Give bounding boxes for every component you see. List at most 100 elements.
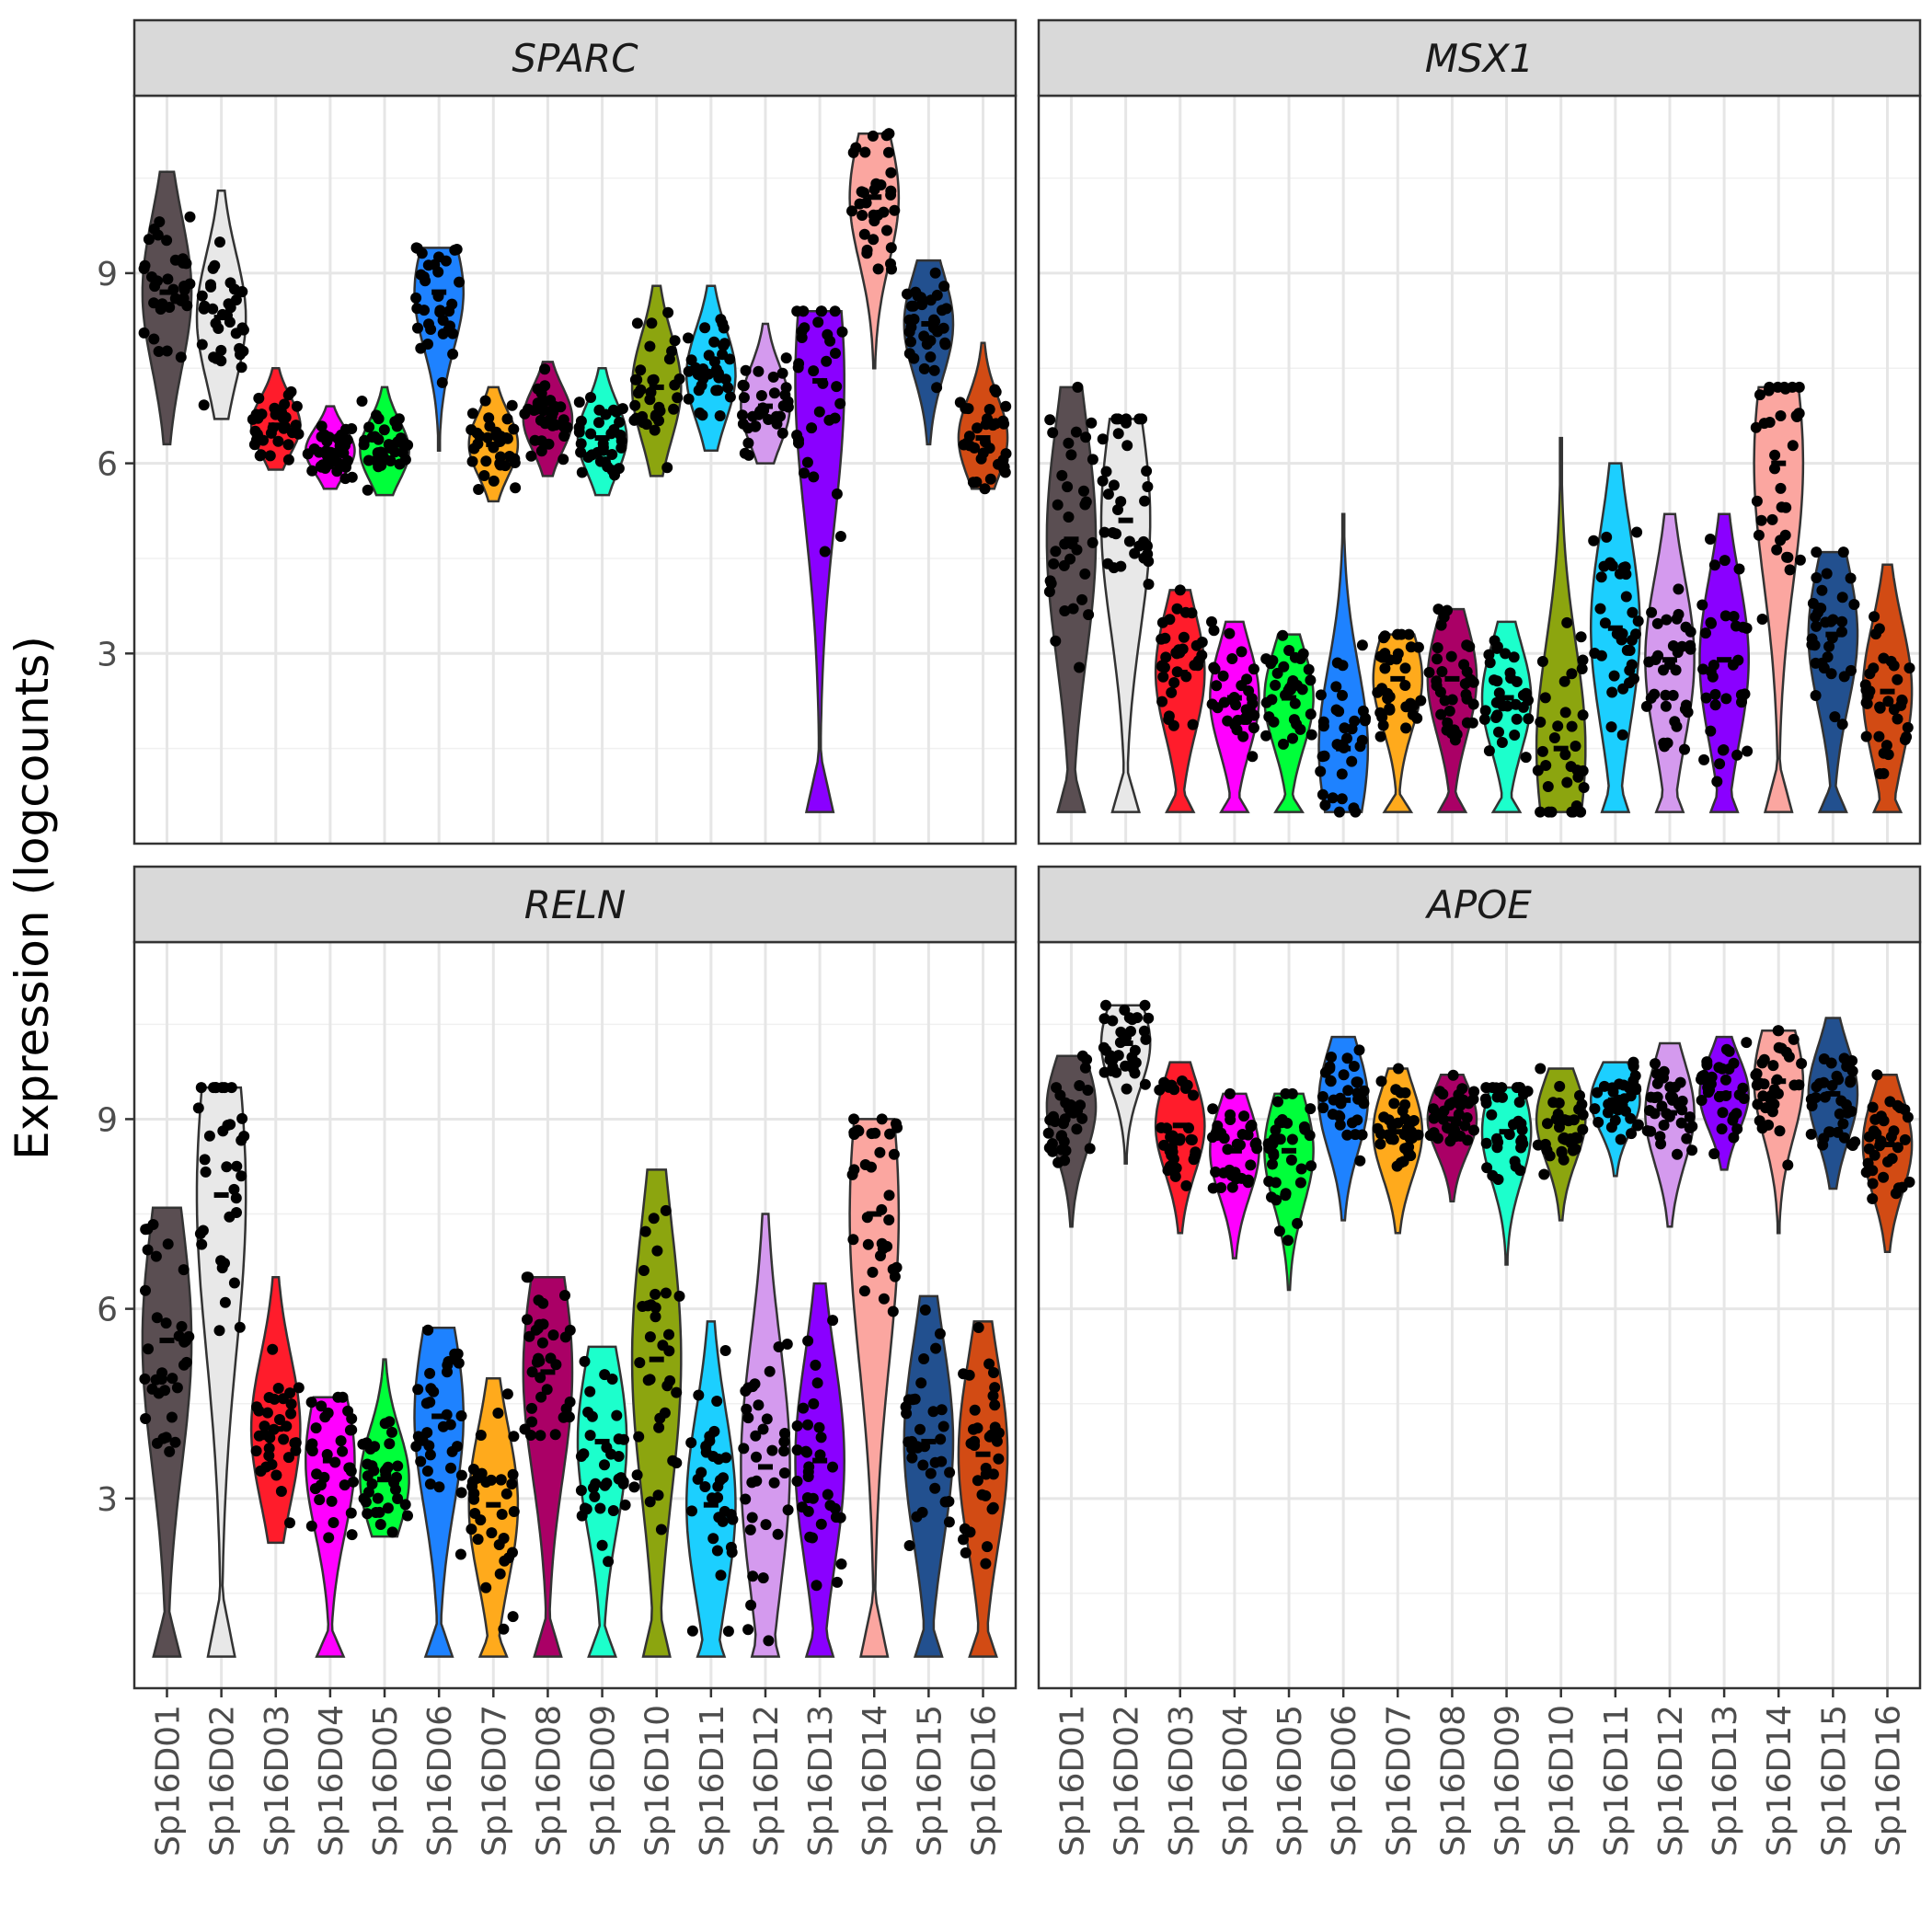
data-point xyxy=(1536,656,1548,667)
data-point xyxy=(858,1285,870,1297)
data-point xyxy=(1412,641,1424,653)
data-point xyxy=(1661,614,1673,626)
data-point xyxy=(1867,1165,1879,1177)
data-point xyxy=(532,397,544,409)
data-point xyxy=(740,1493,752,1505)
data-point xyxy=(1523,695,1534,707)
data-point xyxy=(549,1429,561,1441)
data-point xyxy=(609,469,620,481)
data-point xyxy=(1558,675,1570,687)
data-point xyxy=(969,1404,981,1416)
data-point xyxy=(1467,676,1479,688)
data-point xyxy=(1107,1015,1119,1027)
data-point xyxy=(1247,751,1259,763)
data-point xyxy=(918,362,930,374)
data-point xyxy=(722,1626,734,1638)
data-point xyxy=(799,467,810,479)
data-point xyxy=(1112,428,1124,440)
data-point xyxy=(1512,1115,1524,1127)
data-point xyxy=(815,1432,827,1443)
data-point xyxy=(862,1238,874,1250)
data-point xyxy=(669,335,681,347)
data-point xyxy=(1337,689,1348,701)
data-point xyxy=(655,1524,667,1535)
x-tick-label: Sp16D03 xyxy=(1163,1705,1201,1857)
data-point xyxy=(1339,722,1351,734)
data-point xyxy=(1755,514,1767,526)
data-point xyxy=(925,351,937,362)
data-point xyxy=(558,431,570,442)
data-point xyxy=(753,1399,765,1411)
data-point xyxy=(356,396,368,407)
data-point xyxy=(1605,721,1617,733)
data-point xyxy=(1646,606,1658,618)
data-point xyxy=(1392,1117,1404,1129)
data-point xyxy=(509,457,521,468)
data-point xyxy=(1483,649,1495,661)
data-point xyxy=(446,298,458,310)
data-point xyxy=(791,1476,803,1487)
data-point xyxy=(1341,1129,1353,1141)
data-point xyxy=(740,1386,752,1397)
data-point xyxy=(151,1312,163,1324)
data-point xyxy=(338,447,350,459)
data-point xyxy=(1751,495,1763,507)
data-point xyxy=(1285,1154,1297,1166)
data-point xyxy=(1621,644,1633,656)
data-point xyxy=(1065,449,1077,461)
data-point xyxy=(822,1489,834,1501)
data-point xyxy=(1888,660,1900,672)
data-point xyxy=(903,348,915,360)
data-point xyxy=(652,1489,664,1501)
y-tick-label: 9 xyxy=(97,256,118,293)
data-point xyxy=(1444,1135,1456,1147)
data-point xyxy=(1892,673,1903,685)
data-point xyxy=(478,470,490,481)
data-point xyxy=(1535,806,1547,818)
data-point xyxy=(1738,1093,1750,1104)
x-tick-label: Sp16D14 xyxy=(1761,1705,1799,1857)
data-point xyxy=(1656,1100,1668,1112)
median-marker xyxy=(1226,695,1242,701)
data-point xyxy=(284,1517,295,1529)
data-point xyxy=(1837,546,1849,558)
data-point xyxy=(835,1558,847,1570)
data-point xyxy=(1767,1060,1779,1072)
data-point xyxy=(829,305,841,317)
data-point xyxy=(1100,466,1112,477)
data-point xyxy=(860,197,872,209)
data-point xyxy=(1167,719,1179,731)
data-point xyxy=(585,392,596,403)
data-point xyxy=(1493,726,1504,738)
data-point xyxy=(455,1410,467,1421)
data-point xyxy=(771,418,783,430)
data-point xyxy=(1578,782,1590,793)
data-point xyxy=(806,422,818,434)
data-point xyxy=(1044,575,1056,587)
data-point xyxy=(1051,1082,1063,1094)
data-point xyxy=(798,305,810,317)
data-point xyxy=(1773,1041,1785,1053)
data-point xyxy=(1382,693,1394,705)
data-point xyxy=(1617,683,1629,695)
data-point xyxy=(1165,1131,1177,1143)
data-point xyxy=(1758,418,1770,430)
data-point xyxy=(763,1635,775,1647)
data-point xyxy=(1750,1069,1762,1081)
data-point xyxy=(1575,806,1587,818)
data-point xyxy=(1467,1093,1479,1105)
median-marker xyxy=(594,1438,610,1444)
data-point xyxy=(466,1480,478,1492)
median-marker xyxy=(1282,1147,1297,1154)
data-point xyxy=(1207,1182,1219,1194)
data-point xyxy=(711,1545,723,1557)
median-marker xyxy=(1499,695,1514,701)
data-point xyxy=(912,1442,924,1454)
data-point xyxy=(1273,1225,1285,1237)
median-marker xyxy=(1771,460,1787,466)
data-point xyxy=(203,1130,215,1142)
data-point xyxy=(859,1159,871,1170)
data-point xyxy=(1681,1133,1693,1144)
median-marker xyxy=(268,422,283,429)
data-point xyxy=(778,1445,790,1457)
